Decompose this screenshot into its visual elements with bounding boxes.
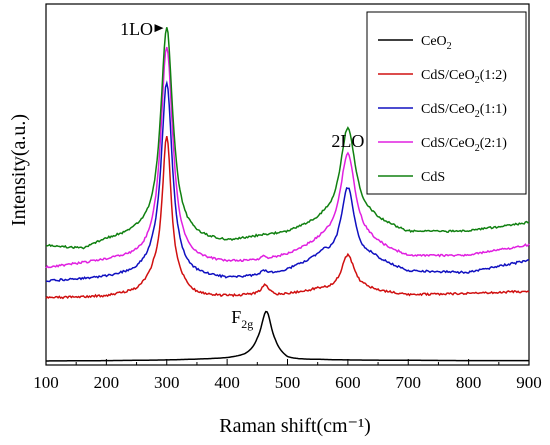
x-tick-label: 200 [94, 373, 120, 392]
legend-label: CdS [421, 170, 445, 185]
annotation-label: 2LO [331, 131, 364, 151]
annotation-arrowhead [154, 24, 164, 33]
series-line-2 [45, 135, 530, 300]
x-tick-label: 300 [154, 373, 180, 392]
series-layer [45, 27, 530, 362]
legend: CeO2 CdS/CeO2(1:2) CdS/CeO2(1:1) CdS/CeO2(2… [366, 11, 527, 195]
legend-label: CdS/CeO2(1:2) [421, 68, 507, 86]
x-tick-label: 800 [456, 373, 482, 392]
x-axis-label: Raman shift(cm⁻¹) [219, 415, 371, 437]
legend-box [366, 11, 527, 195]
x-tick-label: 600 [335, 373, 361, 392]
x-tick-label: 400 [214, 373, 240, 392]
x-tick-label: 700 [396, 373, 422, 392]
y-axis-label: Intensity(a.u.) [8, 114, 30, 226]
legend-items: CeO2 CdS/CeO2(1:2) CdS/CeO2(1:1) CdS/CeO2(2… [378, 34, 507, 185]
series-line-4 [45, 46, 530, 269]
annotations: 1LO 2LO F2g [120, 19, 364, 331]
legend-label: CdS/CeO2(2:1) [421, 136, 507, 154]
x-axis-ticks: 100 200 300 400 500 600 700 800 900 [33, 359, 542, 392]
series-line-3 [46, 80, 530, 283]
series-line-1 [46, 310, 529, 362]
x-tick-label: 900 [516, 373, 542, 392]
series-line-5 [45, 27, 530, 250]
annotation-label: F2g [231, 307, 253, 331]
x-tick-label: 500 [275, 373, 301, 392]
annotation-label: 1LO [120, 19, 153, 39]
x-tick-label: 100 [33, 373, 59, 392]
legend-label: CdS/CeO2(1:1) [421, 102, 507, 120]
legend-label: CeO2 [421, 34, 452, 52]
